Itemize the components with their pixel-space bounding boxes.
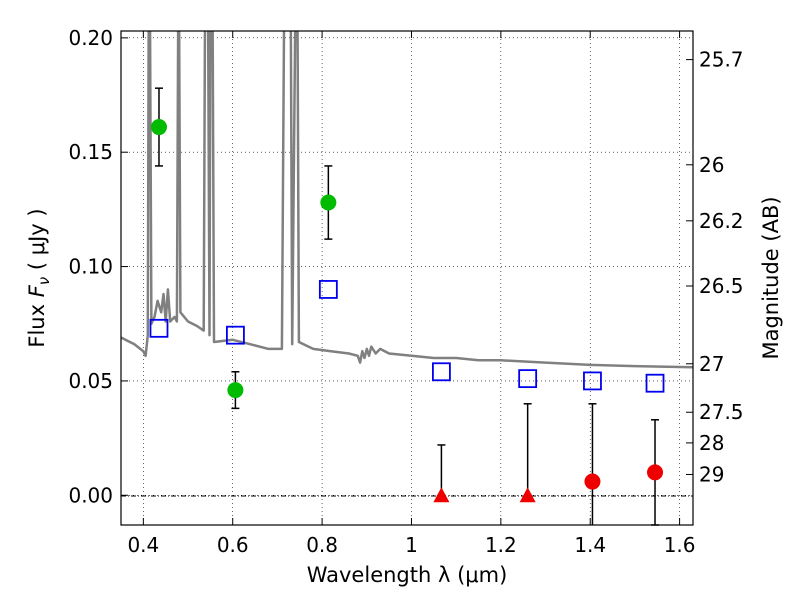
right-tick-label: 26.5 [699,274,744,298]
right-tick-label: 26 [699,153,724,177]
model-square [318,280,338,299]
y-axis-label: Flux Fν ( μJy ) [25,208,53,347]
upper-limit-marker [433,487,450,503]
model-square [432,362,451,382]
data-point [647,464,664,481]
spectrum-layer [121,31,693,369]
plot-frame [120,30,694,526]
model-square [225,325,245,345]
right-axis-label: Magnitude (AB) [759,196,783,359]
marker-layer [149,87,665,526]
x-tick-label: 1.6 [664,533,696,557]
model-square [518,369,538,389]
spectrum-line [121,31,693,369]
right-tick-label: 27.5 [699,400,744,424]
axis-ticks: 0.4 0.6 0.8 1 1.2 1.4 1.6 0.00 0.05 0.10 0.15 0.20 2… [68,26,743,557]
x-axis-label: Wavelength λ (μm) [307,563,508,587]
y-tick-label: 0.20 [68,26,113,50]
x-tick-label: 1.4 [574,533,606,557]
grid [121,31,693,525]
data-point [584,473,601,490]
data-point [320,194,337,211]
data-point [150,119,167,136]
y-tick-label: 0.10 [68,255,113,279]
x-tick-label: 0.8 [306,533,338,557]
model-square [645,373,665,393]
y-tick-label: 0.05 [68,369,113,393]
right-tick-label: 27 [699,352,724,376]
y-tick-label: 0.00 [68,483,113,507]
x-tick-label: 0.4 [127,533,159,557]
x-tick-label: 0.6 [217,533,249,557]
x-tick-label: 1 [405,533,418,557]
right-tick-label: 29 [699,462,724,486]
right-tick-label: 28 [699,431,724,455]
data-point [227,382,244,399]
right-tick-label: 25.7 [699,48,744,72]
model-square [583,371,602,391]
upper-limit-marker [519,487,536,503]
y-tick-label: 0.15 [68,140,113,164]
right-tick-label: 26.2 [699,209,744,233]
model-square [149,318,169,338]
x-tick-label: 1.2 [485,533,517,557]
